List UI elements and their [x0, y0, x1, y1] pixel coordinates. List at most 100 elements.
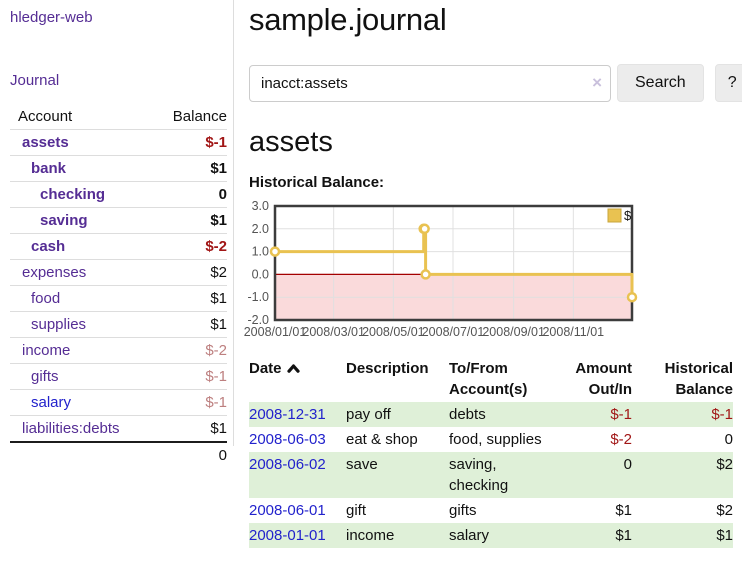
- account-link[interactable]: income: [22, 342, 71, 359]
- transaction-accounts: salary: [449, 527, 490, 544]
- account-row: assets $-1: [10, 129, 227, 156]
- chart-title: Historical Balance:: [249, 174, 385, 191]
- main-content: sample.journal × Search ? assets Histori…: [233, 0, 742, 582]
- account-row: cash $-2: [10, 233, 227, 260]
- y-axis-tick-label: 0.0: [252, 267, 269, 281]
- x-axis-tick-label: 2008/09/01: [482, 325, 545, 339]
- brand-link[interactable]: hledger-web: [10, 9, 93, 26]
- account-link[interactable]: cash: [31, 238, 66, 255]
- account-balance: $2: [155, 259, 227, 286]
- legend-swatch: [607, 208, 622, 223]
- data-point-marker: [626, 291, 638, 303]
- account-link[interactable]: bank: [31, 160, 67, 177]
- register-header-description: Description: [346, 360, 429, 377]
- account-balance: $1: [155, 415, 227, 442]
- accounts-header-account: Account: [18, 108, 73, 125]
- transaction-balance: $-1: [711, 406, 733, 423]
- accounts-total-value: 0: [155, 441, 227, 468]
- account-link[interactable]: assets: [22, 134, 69, 151]
- account-row: supplies $1: [10, 311, 227, 338]
- balance-chart: 3.0 2.0 1.0 0.0 -1.0 -2.02008/01/012008/03/01…: [244, 200, 638, 339]
- account-balance: $-1: [155, 389, 227, 416]
- accounts-body: assets $-1 bank $1 checking 0 saving $1 cash $-2 e…: [10, 129, 227, 442]
- search-button[interactable]: Search: [617, 64, 704, 102]
- transaction-description: income: [346, 527, 395, 544]
- search-form: × Search ?: [249, 64, 742, 102]
- account-balance: $1: [155, 285, 227, 312]
- transaction-description: gift: [346, 502, 367, 519]
- accounts-total-row: 0: [10, 441, 227, 468]
- page-title: sample.journal: [249, 2, 447, 37]
- account-row: liabilities:debts $1: [10, 415, 227, 442]
- accounts-table: Account Balance assets $-1 bank $1 checking 0…: [10, 105, 227, 468]
- account-row: checking 0: [10, 181, 227, 208]
- account-link[interactable]: liabilities:debts: [22, 420, 120, 437]
- account-link[interactable]: supplies: [31, 316, 87, 333]
- register-row: 2008-12-31 pay off debts $-1 $-1: [249, 402, 733, 427]
- transaction-description: save: [346, 456, 378, 473]
- transaction-balance: $2: [716, 502, 733, 519]
- transaction-balance: $1: [716, 527, 733, 544]
- transaction-balance: 0: [724, 431, 733, 448]
- y-axis-tick-label: 1.0: [252, 245, 269, 259]
- legend-label: $: [624, 208, 632, 223]
- account-link[interactable]: food: [31, 290, 61, 307]
- account-balance: $-1: [155, 363, 227, 390]
- data-point-marker: [420, 269, 431, 280]
- register-header-date[interactable]: Date: [249, 358, 300, 379]
- clear-search-icon[interactable]: ×: [592, 72, 602, 92]
- transaction-amount: $1: [615, 502, 632, 519]
- account-link[interactable]: saving: [40, 212, 88, 229]
- account-row: expenses $2: [10, 259, 227, 286]
- transaction-description: pay off: [346, 406, 391, 423]
- register-header-row: Date Description To/From Account(s) Amou…: [249, 356, 733, 402]
- chart-border: [273, 204, 634, 322]
- account-balance: 0: [155, 181, 227, 208]
- account-link[interactable]: checking: [40, 186, 106, 203]
- x-axis-tick-label: 2008/07/01: [422, 325, 485, 339]
- transaction-accounts: food, supplies: [449, 431, 542, 448]
- sidebar-divider: [233, 0, 234, 446]
- account-link[interactable]: gifts: [31, 368, 59, 385]
- transaction-amount: $1: [615, 527, 632, 544]
- transaction-date-link[interactable]: 2008-06-02: [249, 456, 326, 473]
- transaction-date-link[interactable]: 2008-06-03: [249, 431, 326, 448]
- register-body: 2008-12-31 pay off debts $-1 $-1 2008-06-03 ea…: [249, 402, 733, 548]
- account-row: bank $1: [10, 155, 227, 182]
- account-balance: $-2: [155, 233, 227, 260]
- register-table: Date Description To/From Account(s) Amou…: [249, 356, 733, 548]
- x-axis-tick-label: 2008/03/01: [302, 325, 365, 339]
- y-axis-tick-label: -1.0: [247, 290, 269, 304]
- account-balance: $1: [155, 207, 227, 234]
- account-link[interactable]: salary: [31, 394, 72, 411]
- register-row: 2008-06-01 gift gifts $1 $2: [249, 498, 733, 523]
- transaction-amount: 0: [623, 456, 632, 473]
- help-button[interactable]: ?: [714, 64, 742, 102]
- account-row: income $-2: [10, 337, 227, 364]
- transaction-date-link[interactable]: 2008-06-01: [249, 502, 326, 519]
- search-input[interactable]: [249, 64, 611, 102]
- transaction-accounts: debts: [449, 406, 486, 423]
- account-link[interactable]: expenses: [22, 264, 87, 281]
- y-axis-tick-label: 3.0: [252, 200, 269, 213]
- transaction-date-link[interactable]: 2008-01-01: [249, 527, 326, 544]
- y-axis-tick-label: -2.0: [247, 313, 269, 327]
- register-row: 2008-01-01 income salary $1 $1: [249, 523, 733, 548]
- register-row: 2008-06-03 eat & shop food, supplies $-2 0: [249, 427, 733, 452]
- x-axis-tick-label: 2008/11/01: [542, 325, 604, 339]
- account-heading: assets: [249, 126, 333, 158]
- transaction-amount: $-1: [610, 406, 632, 423]
- sidebar-item-journal[interactable]: Journal: [10, 72, 60, 89]
- account-balance: $-2: [155, 337, 227, 364]
- sidebar: hledger-web Journal Account Balance asse…: [0, 0, 233, 582]
- account-row: saving $1: [10, 207, 227, 234]
- accounts-header-balance: Balance: [172, 108, 227, 125]
- transaction-date-link[interactable]: 2008-12-31: [249, 406, 326, 423]
- account-balance: $1: [155, 155, 227, 182]
- register-row: 2008-06-02 save saving, checking 0 $2: [249, 452, 733, 498]
- transaction-accounts: gifts: [449, 502, 477, 519]
- account-row: salary $-1: [10, 389, 227, 416]
- account-balance: $1: [155, 311, 227, 338]
- register-header-balance: Historical Balance: [664, 360, 733, 398]
